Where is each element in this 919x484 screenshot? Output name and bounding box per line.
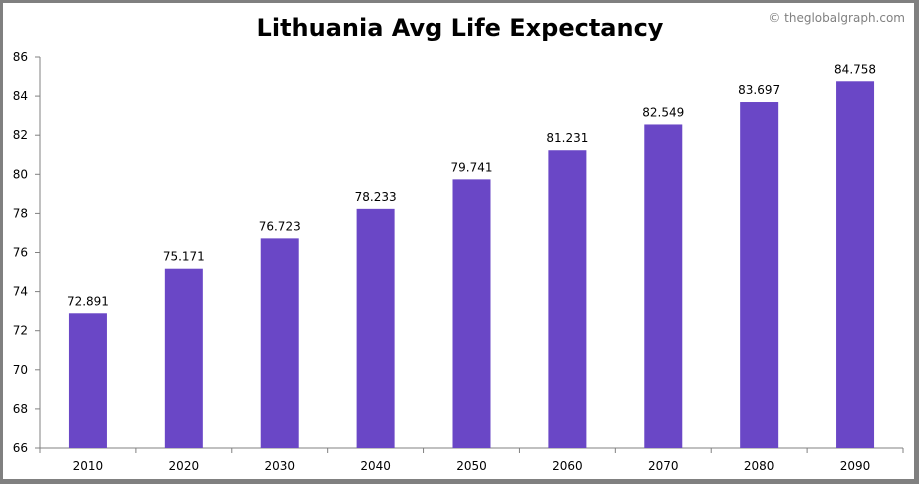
data-label-2020: 75.171 <box>163 250 205 264</box>
y-tick-label: 86 <box>13 50 28 64</box>
y-tick-label: 76 <box>13 246 28 260</box>
data-label-2060: 81.231 <box>546 131 588 145</box>
x-tick-label: 2030 <box>264 459 295 473</box>
bar-2070 <box>644 124 683 449</box>
watermark: © theglobalgraph.com <box>768 11 905 25</box>
y-tick-label: 82 <box>13 128 28 142</box>
x-tick-label: 2050 <box>456 459 487 473</box>
chart-title: Lithuania Avg Life Expectancy <box>257 14 664 42</box>
bar-2010 <box>68 313 107 448</box>
data-label-2070: 82.549 <box>642 105 684 119</box>
bar-2090 <box>836 81 875 448</box>
bar-2040 <box>356 208 395 448</box>
y-tick-label: 68 <box>13 402 28 416</box>
bar-2060 <box>548 150 587 448</box>
bar-2020 <box>164 268 203 448</box>
y-tick-label: 72 <box>13 324 28 338</box>
x-tick-label: 2070 <box>648 459 679 473</box>
x-tick-label: 2060 <box>552 459 583 473</box>
y-tick-label: 80 <box>13 167 28 181</box>
x-tick-label: 2020 <box>169 459 200 473</box>
x-tick-label: 2040 <box>360 459 391 473</box>
data-label-2050: 79.741 <box>451 160 493 174</box>
y-tick-label: 70 <box>13 363 28 377</box>
x-tick-label: 2010 <box>73 459 104 473</box>
data-label-2040: 78.233 <box>355 190 397 204</box>
data-label-2090: 84.758 <box>834 62 876 76</box>
bar-2080 <box>740 102 779 448</box>
data-label-2080: 83.697 <box>738 83 780 97</box>
y-tick-label: 84 <box>13 89 28 103</box>
data-label-2030: 76.723 <box>259 219 301 233</box>
y-tick-label: 78 <box>13 206 28 220</box>
bar-2030 <box>260 238 299 448</box>
y-tick-label: 66 <box>13 441 28 455</box>
x-tick-label: 2080 <box>744 459 775 473</box>
y-tick-label: 74 <box>13 285 28 299</box>
bar-2050 <box>452 179 491 448</box>
data-label-2010: 72.891 <box>67 294 109 308</box>
x-tick-label: 2090 <box>840 459 871 473</box>
